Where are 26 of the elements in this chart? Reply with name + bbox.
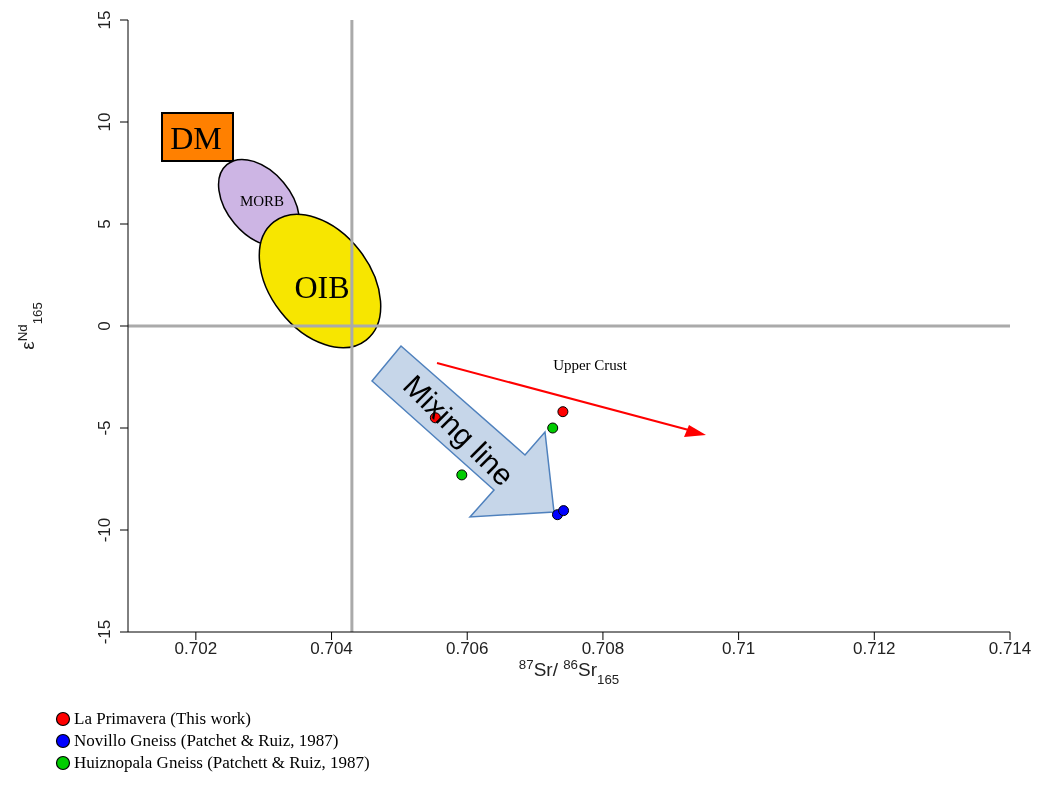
- x-axis-title: $^{87}$Sr/ $^{86}$Sr$_{165}$: [518, 656, 620, 687]
- y-tick-label: 10: [95, 112, 114, 132]
- y-tick-label: -5: [95, 420, 114, 436]
- annotation: OIB: [294, 269, 350, 306]
- point: [558, 505, 570, 517]
- point: [456, 469, 468, 481]
- y-tick-label: 5: [95, 219, 114, 229]
- point: [547, 422, 559, 434]
- x-tick-label: 0.702: [174, 639, 218, 659]
- x-tick-label: 0.706: [445, 639, 489, 659]
- legend-label: La Primavera (This work): [74, 708, 252, 730]
- y-tick-label: 15: [95, 10, 114, 30]
- legend-label: Novillo Gneiss (Patchet & Ruiz, 1987): [74, 730, 339, 752]
- y-tick-label: 0: [95, 321, 114, 331]
- x-tick-label: 0.704: [310, 639, 353, 659]
- x-tick-label: 0.71: [722, 639, 756, 659]
- x-tick-label: 0.708: [581, 639, 625, 659]
- annotation: MORB: [239, 193, 285, 210]
- point: [557, 406, 569, 418]
- y-tick-label: -10: [95, 517, 114, 543]
- x-tick-label: 0.712: [853, 639, 896, 659]
- legend-label: Huiznopala Gneiss (Patchett & Ruiz, 1987): [74, 752, 370, 774]
- annotation: Upper Crust: [553, 357, 628, 374]
- y-tick-label: -15: [95, 619, 114, 645]
- x-tick-label: 0.714: [988, 639, 1032, 659]
- annotation: DM: [170, 120, 222, 157]
